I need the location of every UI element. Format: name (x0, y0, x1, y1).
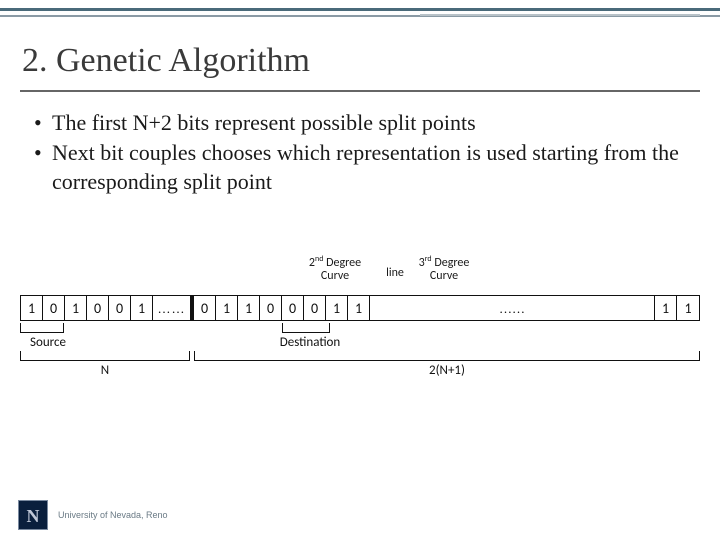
header-accent (0, 8, 720, 17)
label-2nd-degree: 2nd Degree Curve (305, 255, 365, 283)
bit-cell: 1 (65, 296, 87, 320)
bit-cell: 1 (348, 296, 370, 320)
page-title: 2. Genetic Algorithm (22, 42, 310, 80)
bit-row: 1 0 1 0 0 1 …… 0 1 1 0 0 0 1 1 …… 1 1 (20, 295, 700, 321)
bracket-n (20, 351, 190, 361)
bit-cell: 0 (260, 296, 282, 320)
bracket-label-2n1: 2(N+1) (194, 363, 700, 378)
bit-cell: 0 (304, 296, 326, 320)
bit-cell: 0 (109, 296, 131, 320)
bracket-label-n: N (20, 363, 190, 378)
bullet-item: The first N+2 bits represent possible sp… (34, 108, 690, 138)
bracket-source (20, 323, 64, 333)
bit-cell: 0 (87, 296, 109, 320)
ellipsis-cell: …… (153, 296, 191, 320)
accent-line-1 (0, 8, 720, 11)
title-underline (20, 90, 700, 92)
label-line: line (380, 267, 410, 280)
bit-cell: 1 (326, 296, 348, 320)
bit-cell: 1 (655, 296, 677, 320)
bottom-brackets: Source N Destination 2(N+1) (20, 321, 700, 371)
bit-cell: 1 (216, 296, 238, 320)
bullet-item: Next bit couples chooses which represent… (34, 138, 690, 197)
bracket-label-destination: Destination (270, 335, 350, 350)
bracket-destination (282, 323, 330, 333)
university-name: University of Nevada, Reno (58, 510, 168, 520)
encoding-diagram: 2nd Degree Curve line 3rd Degree Curve 1… (20, 255, 700, 371)
bit-cell: 0 (43, 296, 65, 320)
accent-line-3 (420, 14, 700, 16)
university-badge: N (18, 500, 48, 530)
bracket-label-source: Source (18, 335, 78, 350)
ellipsis-cell: …… (370, 296, 655, 320)
bit-cell: 0 (282, 296, 304, 320)
bit-cell: 1 (677, 296, 699, 320)
bit-cell: 0 (194, 296, 216, 320)
footer: N University of Nevada, Reno (18, 500, 168, 530)
label-3rd-degree: 3rd Degree Curve (414, 255, 474, 283)
bit-cell: 1 (131, 296, 153, 320)
bullet-list: The first N+2 bits represent possible sp… (34, 108, 690, 197)
bit-cell: 1 (21, 296, 43, 320)
bracket-2n1 (194, 351, 700, 361)
bit-cell: 1 (238, 296, 260, 320)
top-labels: 2nd Degree Curve line 3rd Degree Curve (20, 255, 700, 295)
